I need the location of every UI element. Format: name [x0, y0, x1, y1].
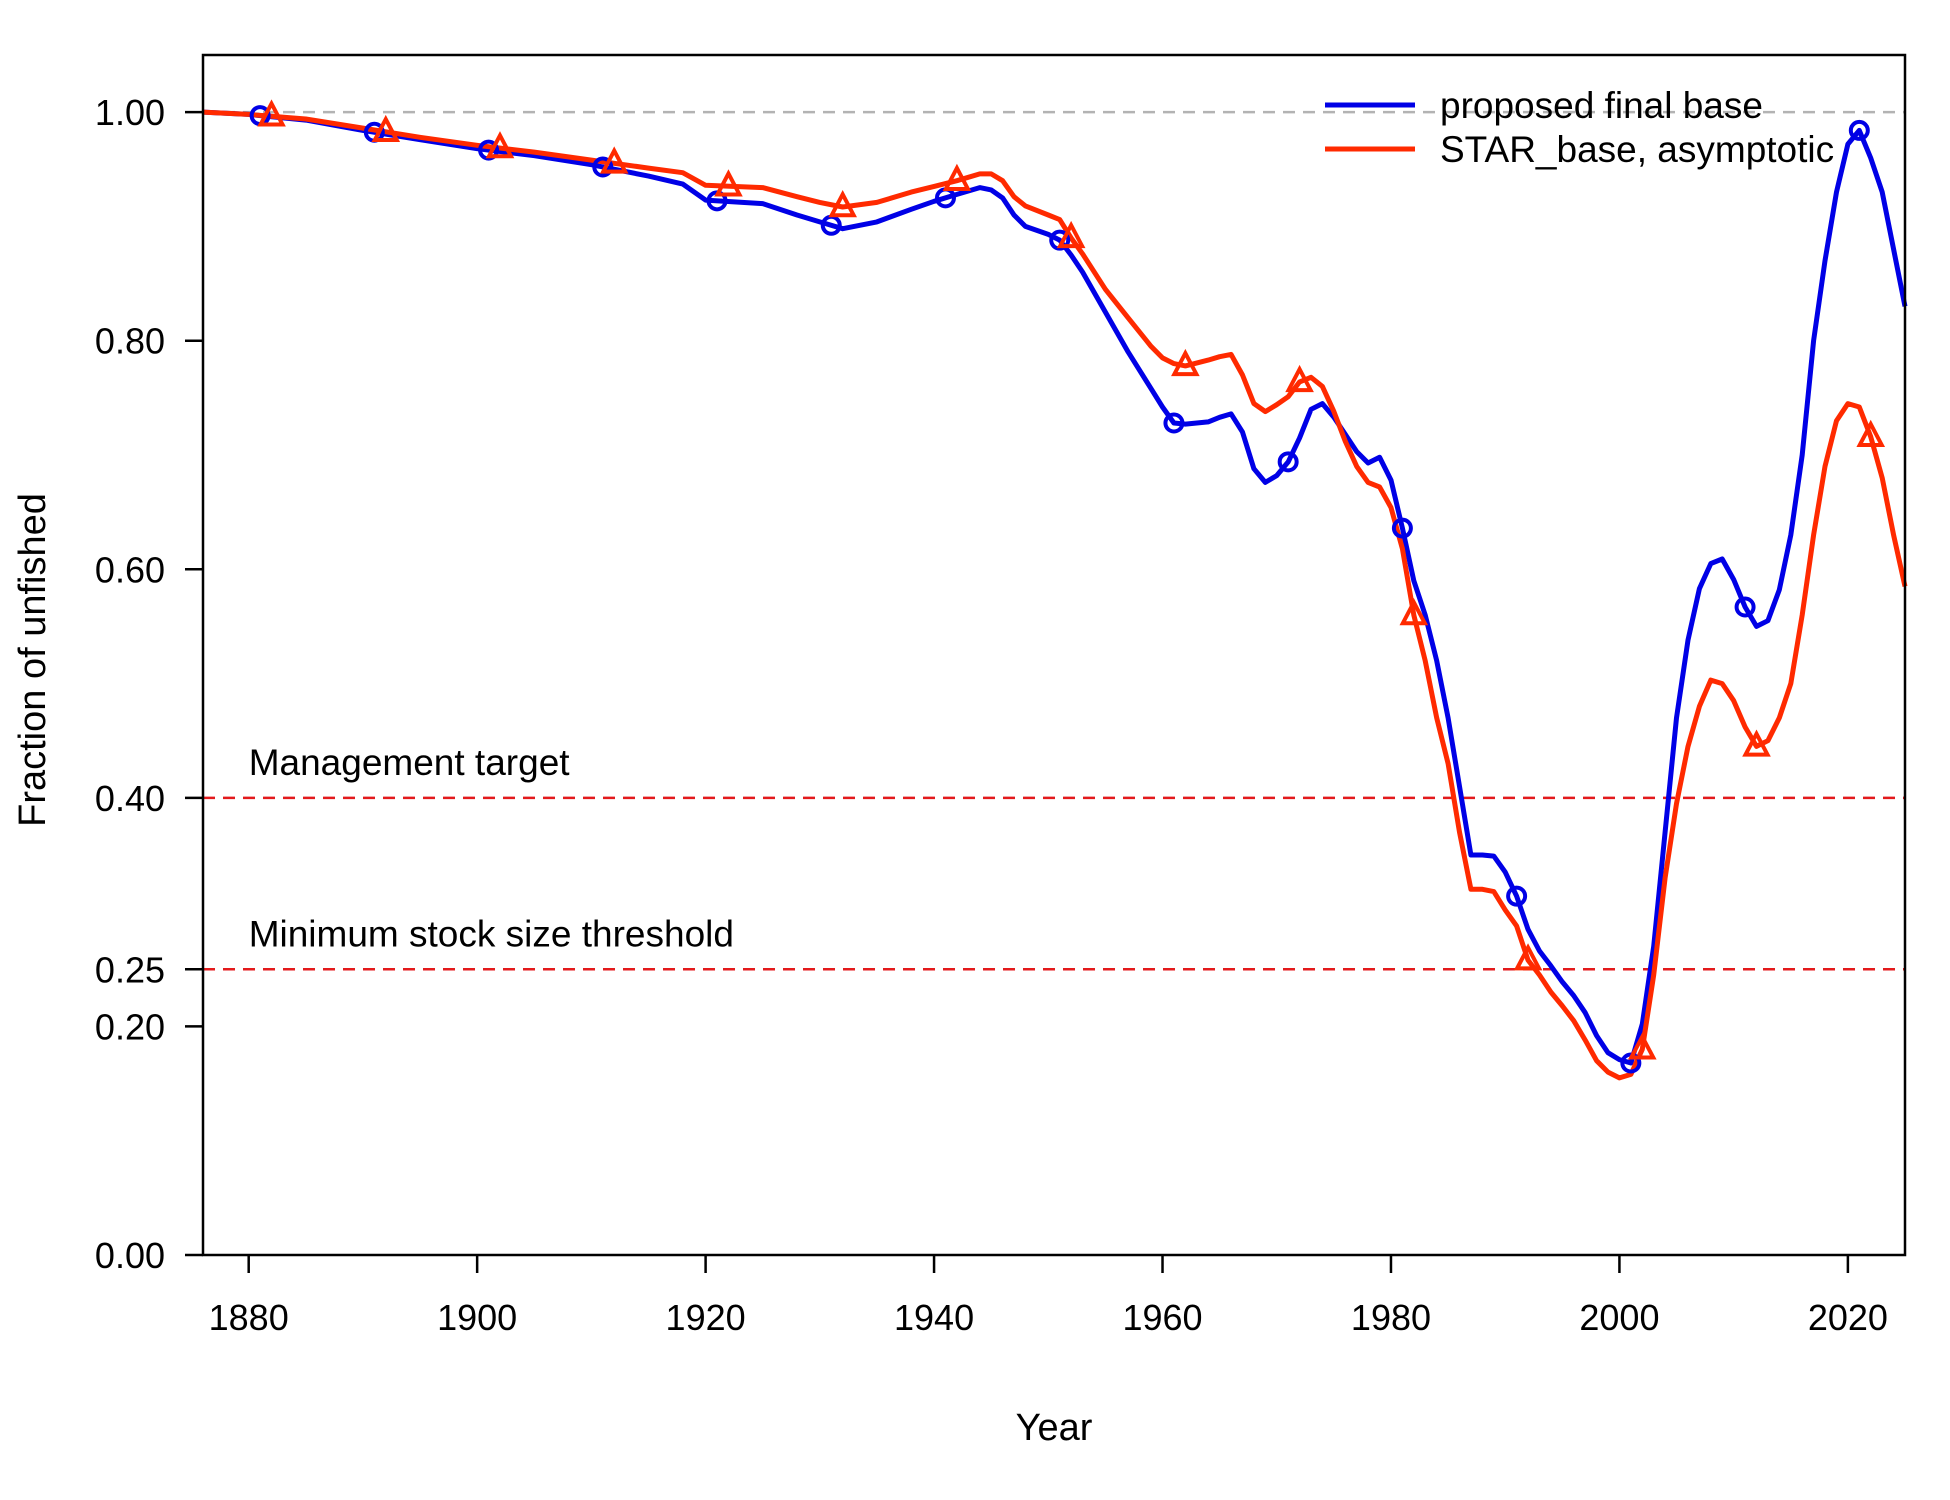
series-1-point-6 [942, 163, 972, 191]
series-1-point-12 [1627, 1032, 1657, 1060]
y-tick-label-5: 0.80 [95, 321, 165, 362]
series-layer [202, 99, 1908, 1081]
series-1-point-1 [371, 114, 401, 143]
series-1-point-8 [1171, 348, 1200, 377]
series-0-point-3 [592, 156, 614, 178]
legend-label-proposed-final-base: proposed final base [1440, 85, 1763, 126]
series-1-point-10 [1399, 598, 1429, 626]
y-axis-title: Fraction of unfished [12, 493, 54, 827]
series-0-point-11 [1506, 885, 1528, 907]
series-1-point-0 [257, 99, 286, 127]
x-tick-label-5: 1980 [1351, 1297, 1431, 1338]
x-tick-label-6: 2000 [1579, 1297, 1659, 1338]
x-tick-label-7: 2020 [1808, 1297, 1888, 1338]
series-0-point-8 [1163, 412, 1185, 434]
series-1-point-3 [599, 146, 629, 174]
series-1-point-9 [1285, 364, 1314, 393]
x-tick-label-4: 1960 [1122, 1297, 1202, 1338]
x-tick-label-2: 1920 [666, 1297, 746, 1338]
y-tick-label-2: 0.25 [95, 949, 165, 990]
x-tick-label-0: 1880 [209, 1297, 289, 1338]
y-tick-label-6: 1.00 [95, 92, 165, 133]
reference-lines: Management target Minimum stock size thre… [203, 110, 1905, 971]
series-1-point-5 [828, 190, 857, 218]
series-0-point-7 [1049, 229, 1071, 251]
y-tick-label-3: 0.40 [95, 778, 165, 819]
series-1-point-11 [1513, 943, 1543, 971]
legend-label-star-base: STAR_base, asymptotic [1440, 129, 1834, 170]
x-tick-label-1: 1900 [437, 1297, 517, 1338]
y-tick-label-4: 0.60 [95, 549, 165, 590]
legend: proposed final base STAR_base, asymptoti… [1325, 85, 1834, 170]
series-0-point-9 [1277, 451, 1299, 473]
series-0-point-13 [1734, 596, 1756, 618]
axes [201, 53, 1907, 1257]
series-line-1 [202, 109, 1908, 1081]
series-1-point-2 [485, 131, 515, 159]
ticks: 1880 1900 1920 1940 1960 1980 2000 2020 0.00 0.20… [95, 92, 1888, 1338]
x-tick-label-3: 1940 [894, 1297, 974, 1338]
reference-label-2: Minimum stock size threshold [249, 913, 734, 954]
series-0-point-14 [1848, 119, 1870, 141]
series-1-point-4 [714, 169, 743, 197]
series-0-point-2 [478, 139, 500, 161]
series-0-point-10 [1391, 517, 1413, 539]
plot-frame [201, 53, 1907, 1257]
series-1-point-14 [1856, 419, 1886, 447]
series-1-point-7 [1056, 220, 1086, 249]
x-axis-title: Year [1016, 1407, 1093, 1449]
series-line-0 [202, 109, 1908, 1066]
reference-label-1: Management target [249, 742, 571, 783]
series-1-point-13 [1742, 729, 1771, 757]
y-tick-label-0: 0.00 [95, 1235, 165, 1276]
y-tick-label-1: 0.20 [95, 1006, 165, 1047]
